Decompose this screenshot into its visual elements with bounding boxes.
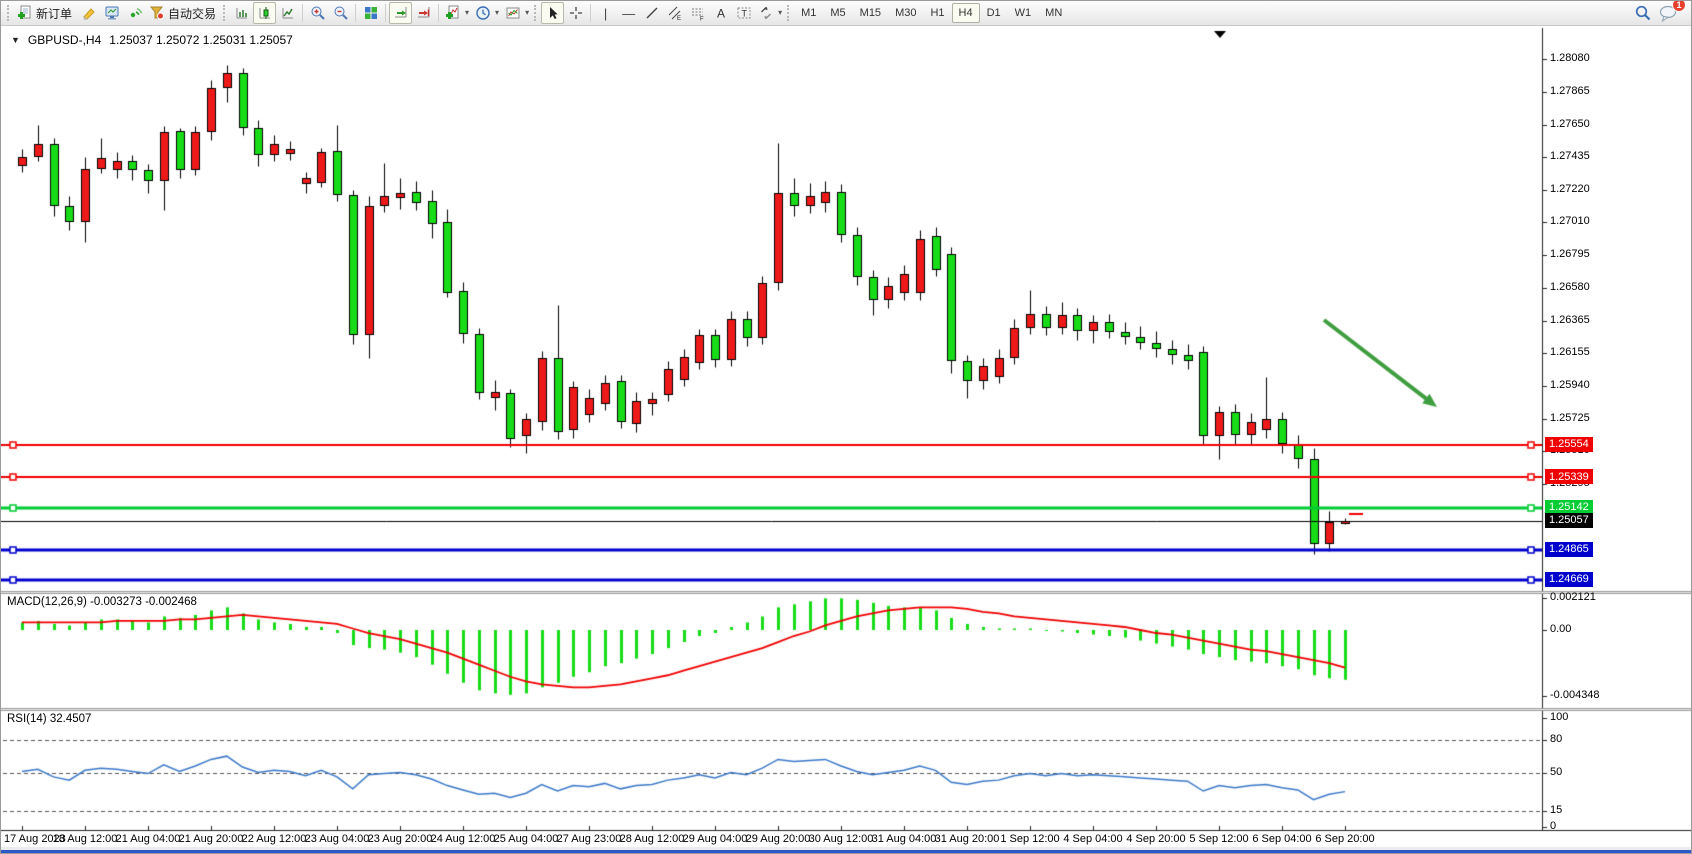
fibonacci-button[interactable]: F	[686, 2, 709, 24]
zoom-out-button[interactable]	[329, 2, 352, 24]
arrows-button[interactable]: ▾	[755, 2, 785, 24]
new-order-button[interactable]: 新订单	[14, 2, 77, 24]
indicators-icon	[445, 5, 461, 21]
tile-windows-button[interactable]	[359, 2, 382, 24]
toolbar-grip	[223, 5, 228, 21]
metaeditor-icon	[104, 5, 120, 21]
toolbar-grip	[7, 5, 12, 21]
auto-scroll-button[interactable]	[389, 2, 413, 24]
timeframe-toolbar: M1 M5 M15 M30 H1 H4 D1 W1 MN	[794, 3, 1069, 23]
templates-icon	[505, 5, 521, 21]
auto-scroll-icon	[393, 5, 409, 21]
line-chart-icon	[280, 5, 296, 21]
cursor-button[interactable]	[541, 2, 565, 24]
text-button[interactable]: A	[709, 2, 732, 24]
metaeditor-button[interactable]	[100, 2, 123, 24]
candlestick-chart-icon	[257, 5, 273, 21]
templates-button[interactable]: ▾	[502, 2, 532, 24]
candlestick-chart-button[interactable]	[253, 2, 277, 24]
svg-text:A: A	[717, 7, 725, 21]
indicators-button[interactable]: ▾	[442, 2, 472, 24]
notification-badge: 1	[1672, 1, 1686, 12]
timeframe-m30-button[interactable]: M30	[895, 7, 917, 19]
timeframe-h1-button[interactable]: H1	[930, 7, 945, 19]
bar-chart-icon	[234, 5, 250, 21]
signal-icon	[127, 5, 143, 21]
autotrading-button[interactable]: 自动交易	[146, 2, 221, 24]
notifications-button[interactable]: 1	[1655, 1, 1686, 24]
chart-shift-icon	[416, 5, 432, 21]
toolbar-separator	[438, 4, 440, 22]
zoom-in-icon	[310, 5, 326, 21]
search-icon	[1634, 4, 1652, 22]
vertical-line-button[interactable]: |	[594, 2, 617, 24]
trendline-button[interactable]	[640, 2, 663, 24]
timeframe-h4-button[interactable]: H4	[951, 3, 980, 23]
timeframe-m5-button[interactable]: M5	[830, 7, 846, 19]
svg-text:T: T	[741, 9, 747, 19]
toolbar-grip	[787, 5, 792, 21]
toolbar-grip	[534, 5, 539, 21]
new-order-label: 新订单	[36, 6, 73, 21]
chevron-down-icon: ▾	[778, 8, 783, 17]
window-bottom-edge	[1, 850, 1691, 853]
chat-bubble-icon	[1658, 4, 1678, 22]
chart-shift-button[interactable]	[412, 2, 435, 24]
timeframe-m15-button[interactable]: M15	[859, 7, 882, 19]
search-button[interactable]	[1631, 2, 1655, 24]
tile-windows-icon	[363, 5, 379, 21]
toolbar-separator	[590, 4, 592, 22]
toolbar-separator	[385, 4, 387, 22]
crosshair-button[interactable]	[564, 2, 587, 24]
equidistant-channel-button[interactable]: E	[663, 2, 686, 24]
bar-chart-button[interactable]	[230, 2, 253, 24]
timeframe-m1-button[interactable]: M1	[801, 7, 817, 19]
chevron-down-icon: ▾	[465, 8, 470, 17]
equidistant-channel-icon: E	[667, 5, 683, 21]
text-label-icon: T	[736, 5, 752, 21]
text-label-button[interactable]: T	[732, 2, 755, 24]
new-order-icon	[17, 5, 33, 21]
toolbar: 新订单 自动交易	[1, 1, 1691, 26]
zoom-out-icon	[333, 5, 349, 21]
text-icon: A	[713, 5, 729, 21]
autotrading-label: 自动交易	[168, 6, 217, 21]
timeframe-w1-button[interactable]: W1	[1014, 7, 1032, 19]
svg-text:E: E	[677, 16, 681, 21]
svg-text:F: F	[700, 17, 704, 22]
clock-icon	[475, 5, 491, 21]
autotrading-icon	[149, 5, 165, 21]
crayon-icon	[81, 5, 97, 21]
timeframe-mn-button[interactable]: MN	[1045, 7, 1063, 19]
fibonacci-icon: F	[690, 5, 706, 21]
crosshair-icon	[568, 5, 584, 21]
chevron-down-icon: ▾	[525, 8, 530, 17]
crayon-button[interactable]	[77, 2, 100, 24]
horizontal-line-icon: —	[622, 5, 636, 21]
chart-window: ▼ GBPUSD-,H4 1.25037 1.25072 1.25031 1.2…	[1, 26, 1691, 847]
toolbar-separator	[355, 4, 357, 22]
timeframe-d1-button[interactable]: D1	[986, 7, 1001, 19]
zoom-in-button[interactable]	[306, 2, 329, 24]
horizontal-line-button[interactable]: —	[617, 2, 640, 24]
periods-button[interactable]: ▾	[472, 2, 502, 24]
arrows-icon	[758, 5, 774, 21]
trendline-icon	[644, 5, 660, 21]
vertical-line-icon: |	[603, 5, 608, 21]
signals-button[interactable]	[123, 2, 146, 24]
toolbar-separator	[302, 4, 304, 22]
chevron-down-icon: ▾	[495, 8, 500, 17]
chart-canvas[interactable]	[1, 26, 1691, 847]
line-chart-button[interactable]	[276, 2, 299, 24]
cursor-icon	[545, 5, 561, 21]
